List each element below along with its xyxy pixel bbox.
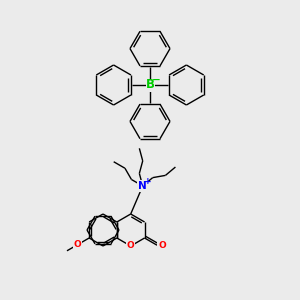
- Text: −: −: [152, 75, 160, 85]
- Text: O: O: [74, 240, 81, 249]
- Text: +: +: [144, 178, 152, 187]
- Text: O: O: [127, 242, 135, 250]
- Text: B: B: [146, 79, 154, 92]
- Text: N: N: [138, 181, 147, 191]
- Text: O: O: [158, 241, 166, 250]
